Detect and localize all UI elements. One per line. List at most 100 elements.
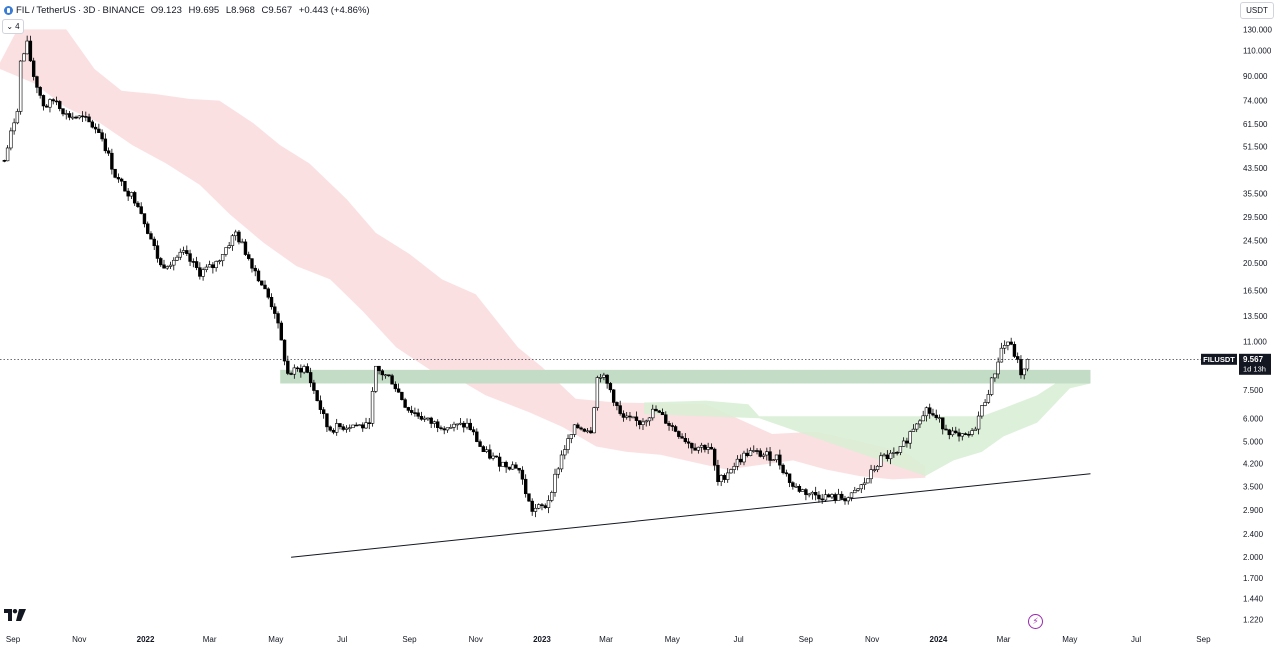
y-axis[interactable]: 130.000 110.000 90.000 74.000 61.500 51.500 43… xyxy=(1243,25,1272,624)
interval-label[interactable]: 3D xyxy=(83,4,96,16)
candle xyxy=(556,466,560,479)
symbol-name[interactable]: FIL xyxy=(16,4,30,16)
candle-body xyxy=(931,413,935,416)
candle xyxy=(569,434,573,444)
candle-body xyxy=(813,491,818,496)
tradingview-logo-icon[interactable] xyxy=(4,609,26,621)
candle-body xyxy=(364,422,368,429)
candle xyxy=(419,411,424,421)
candle-body xyxy=(667,423,671,426)
candle xyxy=(804,488,808,501)
candle xyxy=(967,431,971,438)
candle xyxy=(237,230,241,245)
candle-body xyxy=(778,454,782,466)
candle-body xyxy=(553,473,557,493)
candle-body xyxy=(2,160,7,162)
candle-body xyxy=(706,446,710,450)
y-tick-label: 1.700 xyxy=(1243,574,1264,583)
candle xyxy=(719,474,723,487)
candle xyxy=(882,452,886,457)
candle-body xyxy=(722,475,727,480)
candle-body xyxy=(725,472,730,480)
candle xyxy=(22,52,26,62)
candle xyxy=(510,461,515,470)
candle-body xyxy=(191,261,196,263)
candle xyxy=(302,364,306,375)
candle xyxy=(18,60,23,115)
candle-body xyxy=(390,375,394,385)
candle-body xyxy=(540,504,544,506)
candle-body xyxy=(240,241,244,244)
candle xyxy=(869,464,873,484)
candle xyxy=(292,364,297,379)
candle xyxy=(31,57,36,81)
candle xyxy=(993,373,997,382)
candle-body xyxy=(879,455,883,467)
chart-legend-header[interactable]: FIL / TetherUS · 3D · BINANCE O9.123 H9.… xyxy=(4,3,374,17)
candle xyxy=(468,418,472,431)
candle-body xyxy=(22,53,26,62)
candle xyxy=(90,119,95,129)
candle-body xyxy=(605,374,609,384)
currency-button[interactable]: USDT xyxy=(1240,2,1274,19)
y-tick-label: 90.000 xyxy=(1243,72,1268,81)
candle xyxy=(207,260,212,268)
candle-body xyxy=(644,420,648,423)
x-axis[interactable]: Sep Nov 2022 Mar May Jul Sep Nov 2023 Mar May Jul Se… xyxy=(6,635,1211,644)
candle-body xyxy=(898,446,903,453)
candle-body xyxy=(872,469,877,471)
candle xyxy=(840,491,844,500)
candle xyxy=(745,448,749,458)
candle xyxy=(634,411,639,427)
candle-body xyxy=(38,87,42,96)
candle xyxy=(426,417,430,421)
candle-body xyxy=(703,444,707,450)
candle xyxy=(595,375,600,411)
candle xyxy=(787,473,792,488)
candle xyxy=(439,425,443,431)
candle xyxy=(484,446,489,454)
candle-body xyxy=(566,438,570,450)
candle xyxy=(432,420,437,428)
candle xyxy=(429,416,433,429)
candle-body xyxy=(338,423,342,427)
candle xyxy=(383,373,388,379)
candle xyxy=(830,493,834,500)
candle-body xyxy=(999,347,1004,363)
candle-body xyxy=(537,504,541,509)
bullish-cloud xyxy=(644,372,1091,476)
candle xyxy=(774,454,779,463)
candle-body xyxy=(100,132,104,140)
candle-body xyxy=(422,417,427,420)
candle xyxy=(396,383,401,393)
candle xyxy=(722,473,727,483)
indicators-toggle-button[interactable]: ⌄ 4 xyxy=(2,19,24,34)
candle xyxy=(162,259,166,269)
candle-body xyxy=(638,420,642,425)
change-value: +0.443 (+4.86%) xyxy=(298,4,370,16)
candle xyxy=(836,488,841,501)
candle xyxy=(931,408,935,417)
candle-body xyxy=(563,449,567,456)
candle xyxy=(119,177,124,187)
candle-body xyxy=(983,402,987,406)
candle-body xyxy=(914,423,919,430)
candle-body xyxy=(690,442,694,449)
candle xyxy=(895,451,899,456)
candle xyxy=(357,424,362,427)
candle-body xyxy=(266,288,270,298)
candle-body xyxy=(204,266,209,271)
quote-name[interactable]: TetherUS xyxy=(36,4,76,16)
exchange-label[interactable]: BINANCE xyxy=(102,4,145,16)
candle-body xyxy=(624,415,629,418)
candle-body xyxy=(217,260,222,263)
lightning-icon[interactable]: ⚡ xyxy=(1028,614,1043,629)
candle-body xyxy=(592,407,596,434)
candle xyxy=(517,467,521,474)
candle xyxy=(543,503,547,510)
candle-body xyxy=(370,391,375,424)
candle xyxy=(690,442,694,454)
candle xyxy=(800,488,805,492)
candle-body xyxy=(449,426,453,429)
